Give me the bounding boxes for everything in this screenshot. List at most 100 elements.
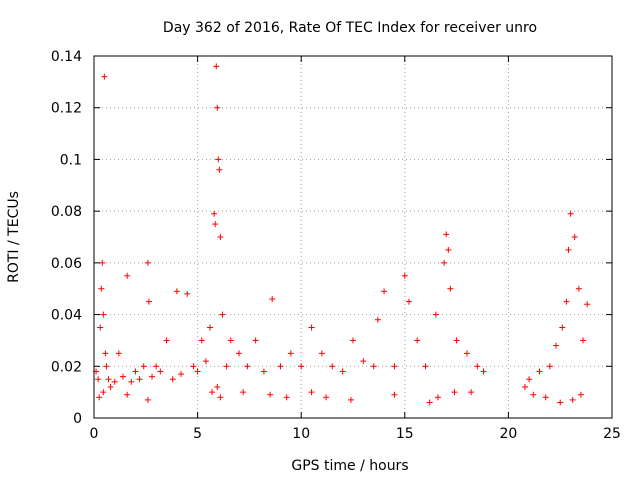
y-tick-label: 0.04 <box>51 308 82 324</box>
data-point <box>209 389 216 396</box>
data-point <box>287 350 294 357</box>
data-point <box>267 391 274 398</box>
data-point <box>111 378 118 385</box>
data-point <box>178 371 185 378</box>
data-point <box>447 285 454 292</box>
data-point <box>563 298 570 305</box>
data-point <box>215 156 222 163</box>
data-point <box>339 368 346 375</box>
data-point <box>244 363 251 370</box>
y-tick-label: 0.1 <box>60 152 82 168</box>
data-point <box>211 210 218 217</box>
data-point <box>101 73 108 80</box>
data-point <box>401 272 408 279</box>
data-point <box>223 363 230 370</box>
data-point <box>103 363 110 370</box>
data-point <box>216 166 223 173</box>
data-point <box>190 363 197 370</box>
y-tick-label: 0.06 <box>51 256 82 272</box>
y-tick-label: 0.08 <box>51 204 82 220</box>
data-point <box>381 288 388 295</box>
data-point <box>463 350 470 357</box>
y-tick-label: 0 <box>73 411 82 427</box>
x-axis-label: GPS time / hours <box>291 458 408 474</box>
data-point <box>269 296 276 303</box>
data-point <box>97 324 104 331</box>
data-point <box>584 301 591 308</box>
data-point <box>132 368 139 375</box>
data-point <box>565 246 572 253</box>
data-point <box>441 259 448 266</box>
data-point <box>100 389 107 396</box>
data-point <box>422 363 429 370</box>
data-point <box>98 285 105 292</box>
x-tick-label: 25 <box>603 426 621 442</box>
axis-ticks: 0 5 10 15 20 25 0 0.02 0.04 0.06 0.08 0.1 0.12 0.14 <box>51 49 621 442</box>
data-point <box>426 399 433 406</box>
x-tick-label: 0 <box>90 426 99 442</box>
data-point <box>217 394 224 401</box>
data-point <box>95 376 102 383</box>
y-tick-label: 0.14 <box>51 49 82 65</box>
data-point <box>99 259 106 266</box>
x-tick-label: 15 <box>396 426 414 442</box>
y-axis-label: ROTI / TECUs <box>6 191 22 283</box>
data-point <box>308 324 315 331</box>
data-point <box>567 210 574 217</box>
data-point <box>283 394 290 401</box>
data-point <box>153 363 160 370</box>
y-tick-label: 0.02 <box>51 359 82 375</box>
data-point <box>207 324 214 331</box>
data-point <box>198 337 205 344</box>
data-point <box>414 337 421 344</box>
data-point <box>468 389 475 396</box>
data-point <box>144 259 151 266</box>
data-point <box>530 391 537 398</box>
data-point <box>260 368 267 375</box>
data-point <box>360 358 367 365</box>
data-point <box>451 389 458 396</box>
data-point <box>145 298 152 305</box>
data-point <box>202 358 209 365</box>
data-point <box>140 363 147 370</box>
data-point <box>453 337 460 344</box>
data-point <box>521 383 528 390</box>
data-points <box>93 63 591 406</box>
data-point <box>308 389 315 396</box>
data-point <box>214 383 221 390</box>
grid <box>94 56 612 418</box>
data-point <box>240 389 247 396</box>
data-point <box>105 376 112 383</box>
data-point <box>107 383 114 390</box>
data-point <box>579 337 586 344</box>
data-point <box>212 221 219 228</box>
data-point <box>432 311 439 318</box>
data-point <box>100 311 107 318</box>
data-point <box>124 391 131 398</box>
chart-title: Day 362 of 2016, Rate Of TEC Index for r… <box>163 20 537 36</box>
data-point <box>391 363 398 370</box>
data-point <box>526 376 533 383</box>
data-point <box>374 316 381 323</box>
data-point <box>391 391 398 398</box>
data-point <box>542 394 549 401</box>
data-point <box>128 378 135 385</box>
data-point <box>217 234 224 240</box>
data-point <box>434 394 441 401</box>
data-point <box>557 399 564 406</box>
data-point <box>445 246 452 253</box>
data-point <box>149 373 156 380</box>
data-point <box>553 342 560 349</box>
data-point <box>252 337 259 344</box>
plot-frame <box>93 55 613 419</box>
data-point <box>370 363 377 370</box>
data-point <box>318 350 325 357</box>
data-point <box>559 324 566 331</box>
data-point <box>480 368 487 375</box>
data-point <box>347 396 354 403</box>
data-point <box>219 311 226 318</box>
data-point <box>536 368 543 375</box>
data-point <box>194 368 201 375</box>
data-point <box>571 234 578 240</box>
